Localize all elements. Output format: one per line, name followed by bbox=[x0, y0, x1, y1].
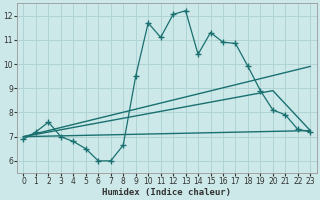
X-axis label: Humidex (Indice chaleur): Humidex (Indice chaleur) bbox=[102, 188, 231, 197]
